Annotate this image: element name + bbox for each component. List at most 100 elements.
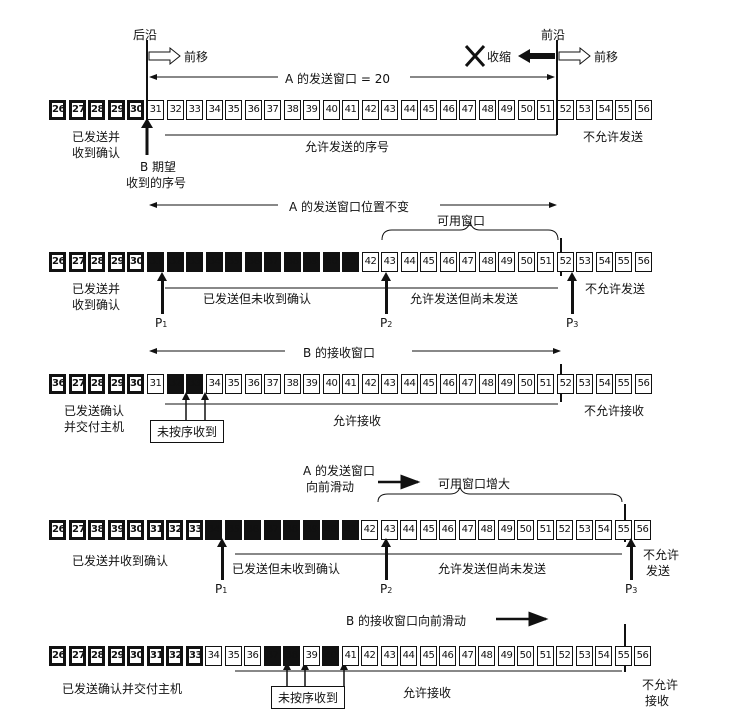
seq-cell: 44 [401, 100, 418, 120]
seq-cell: 44 [400, 520, 417, 540]
allowed-seq-label: 允许发送的序号 [305, 140, 390, 154]
seq-cell: 33 [186, 252, 203, 272]
seq-cell: 27 [69, 646, 86, 666]
seq-cell: 47 [459, 520, 476, 540]
seq-cell: 30 [127, 252, 144, 272]
seq-cell: 45 [420, 252, 437, 272]
acked-label-2b: 收到确认 [72, 298, 121, 312]
seq-cell: 52 [557, 100, 574, 120]
seq-cell: 55 [615, 252, 632, 272]
slide-label-4a: A 的发送窗口 [303, 464, 376, 478]
seq-cell: 47 [459, 252, 476, 272]
seq-cell: 35 [225, 374, 242, 394]
seq-cell: 37 [264, 374, 281, 394]
seq-cell: 35 [225, 100, 242, 120]
seq-cell: 26 [49, 252, 66, 272]
seq-cell: 47 [459, 374, 476, 394]
seq-cell: 28 [88, 374, 105, 394]
seq-cell: 29 [108, 100, 125, 120]
seq-cell: 33 [186, 100, 203, 120]
seq-cell: 56 [634, 646, 651, 666]
seq-cell: 54 [595, 520, 612, 540]
seq-cell: 54 [596, 252, 613, 272]
seq-cell: 45 [420, 100, 437, 120]
seq-cell: 35 [225, 646, 242, 666]
seq-cell: 41 [342, 646, 359, 666]
seq-cell: 40 [322, 646, 339, 666]
seq-cell: 48 [479, 100, 496, 120]
seq-cell: 26 [49, 646, 66, 666]
seq-cell: 50 [518, 374, 535, 394]
seq-cell: 56 [634, 520, 651, 540]
seq-cell: 33 [186, 374, 203, 394]
out-of-order-label-3: 未按序收到 [150, 420, 225, 443]
seq-cell: 43 [381, 374, 398, 394]
seq-cell: 36 [245, 252, 262, 272]
window-same-label: A 的发送窗口位置不变 [289, 200, 410, 214]
seq-cell: 29 [108, 646, 125, 666]
not-allow-recv-label-3: 不允许接收 [584, 404, 645, 418]
seq-cell: 34 [206, 252, 223, 272]
seq-cell: 46 [440, 100, 457, 120]
acked-label-2a: 已发送并 [72, 282, 121, 296]
seq-cell: 51 [537, 374, 554, 394]
p1-label-row2: P1 [155, 316, 168, 330]
seq-cell: 42 [361, 520, 378, 540]
seq-cell: 43 [381, 646, 398, 666]
seq-cell: 48 [479, 252, 496, 272]
seq-cell: 31 [147, 100, 164, 120]
seq-cell: 39 [303, 520, 320, 540]
seq-cell: 36 [244, 646, 261, 666]
seq-cell: 34 [206, 100, 223, 120]
seq-cell: 37 [264, 252, 281, 272]
seq-cell: 38 [284, 374, 301, 394]
seq-cell: 37 [264, 520, 281, 540]
seq-cell: 46 [440, 374, 457, 394]
seq-cell: 39 [303, 252, 320, 272]
seq-cell: 38 [283, 646, 300, 666]
seq-cell: 49 [498, 646, 515, 666]
seq-cell: 32 [166, 646, 183, 666]
allowed-not-sent-label-2: 允许发送但尚未发送 [410, 292, 519, 306]
seq-cell: 34 [205, 520, 222, 540]
b-expect-label-1: B 期望 [140, 160, 177, 174]
seq-cell: 39 [303, 374, 320, 394]
seq-cell: 56 [635, 374, 652, 394]
seq-cell: 51 [537, 520, 554, 540]
sent-unacked-label-4: 已发送但未收到确认 [232, 562, 341, 576]
seq-cell: 32 [167, 252, 184, 272]
seq-cell: 40 [322, 520, 339, 540]
not-allow-recv-label-5a: 不允许 [642, 678, 679, 692]
seq-cell: 28 [88, 646, 105, 666]
seq-cell: 38 [284, 100, 301, 120]
seq-cell: 45 [420, 374, 437, 394]
seq-cell: 42 [362, 100, 379, 120]
p1-arrow-row2 [157, 272, 167, 314]
seq-cell: 34 [206, 374, 223, 394]
seq-cell: 56 [635, 252, 652, 272]
seq-cell: 52 [556, 646, 573, 666]
seq-cell: 30 [127, 520, 144, 540]
seq-cell: 48 [478, 646, 495, 666]
seq-cell: 30 [127, 646, 144, 666]
x-mark-b [464, 44, 486, 68]
seq-cell: 55 [615, 100, 632, 120]
p1-label-row4: P1 [215, 582, 228, 596]
usable-grow-label: 可用窗口增大 [438, 477, 511, 491]
seq-cell: 43 [381, 520, 398, 540]
seq-cell: 48 [479, 374, 496, 394]
seq-cell: 37 [264, 100, 281, 120]
seq-cell: 46 [439, 520, 456, 540]
seq-cell: 48 [478, 520, 495, 540]
seq-cell: 53 [576, 374, 593, 394]
seq-cell: 31 [147, 252, 164, 272]
seq-cell: 50 [517, 646, 534, 666]
b-expect-label-2: 收到的序号 [126, 176, 187, 190]
seq-cell: 53 [576, 520, 593, 540]
seq-cell: 42 [361, 646, 378, 666]
recv-window-label: B 的接收窗口 [303, 346, 376, 360]
seq-cell: 42 [362, 252, 379, 272]
p2-label-row2: P2 [380, 316, 393, 330]
seq-cell: 34 [205, 646, 222, 666]
seq-cell: 54 [595, 646, 612, 666]
